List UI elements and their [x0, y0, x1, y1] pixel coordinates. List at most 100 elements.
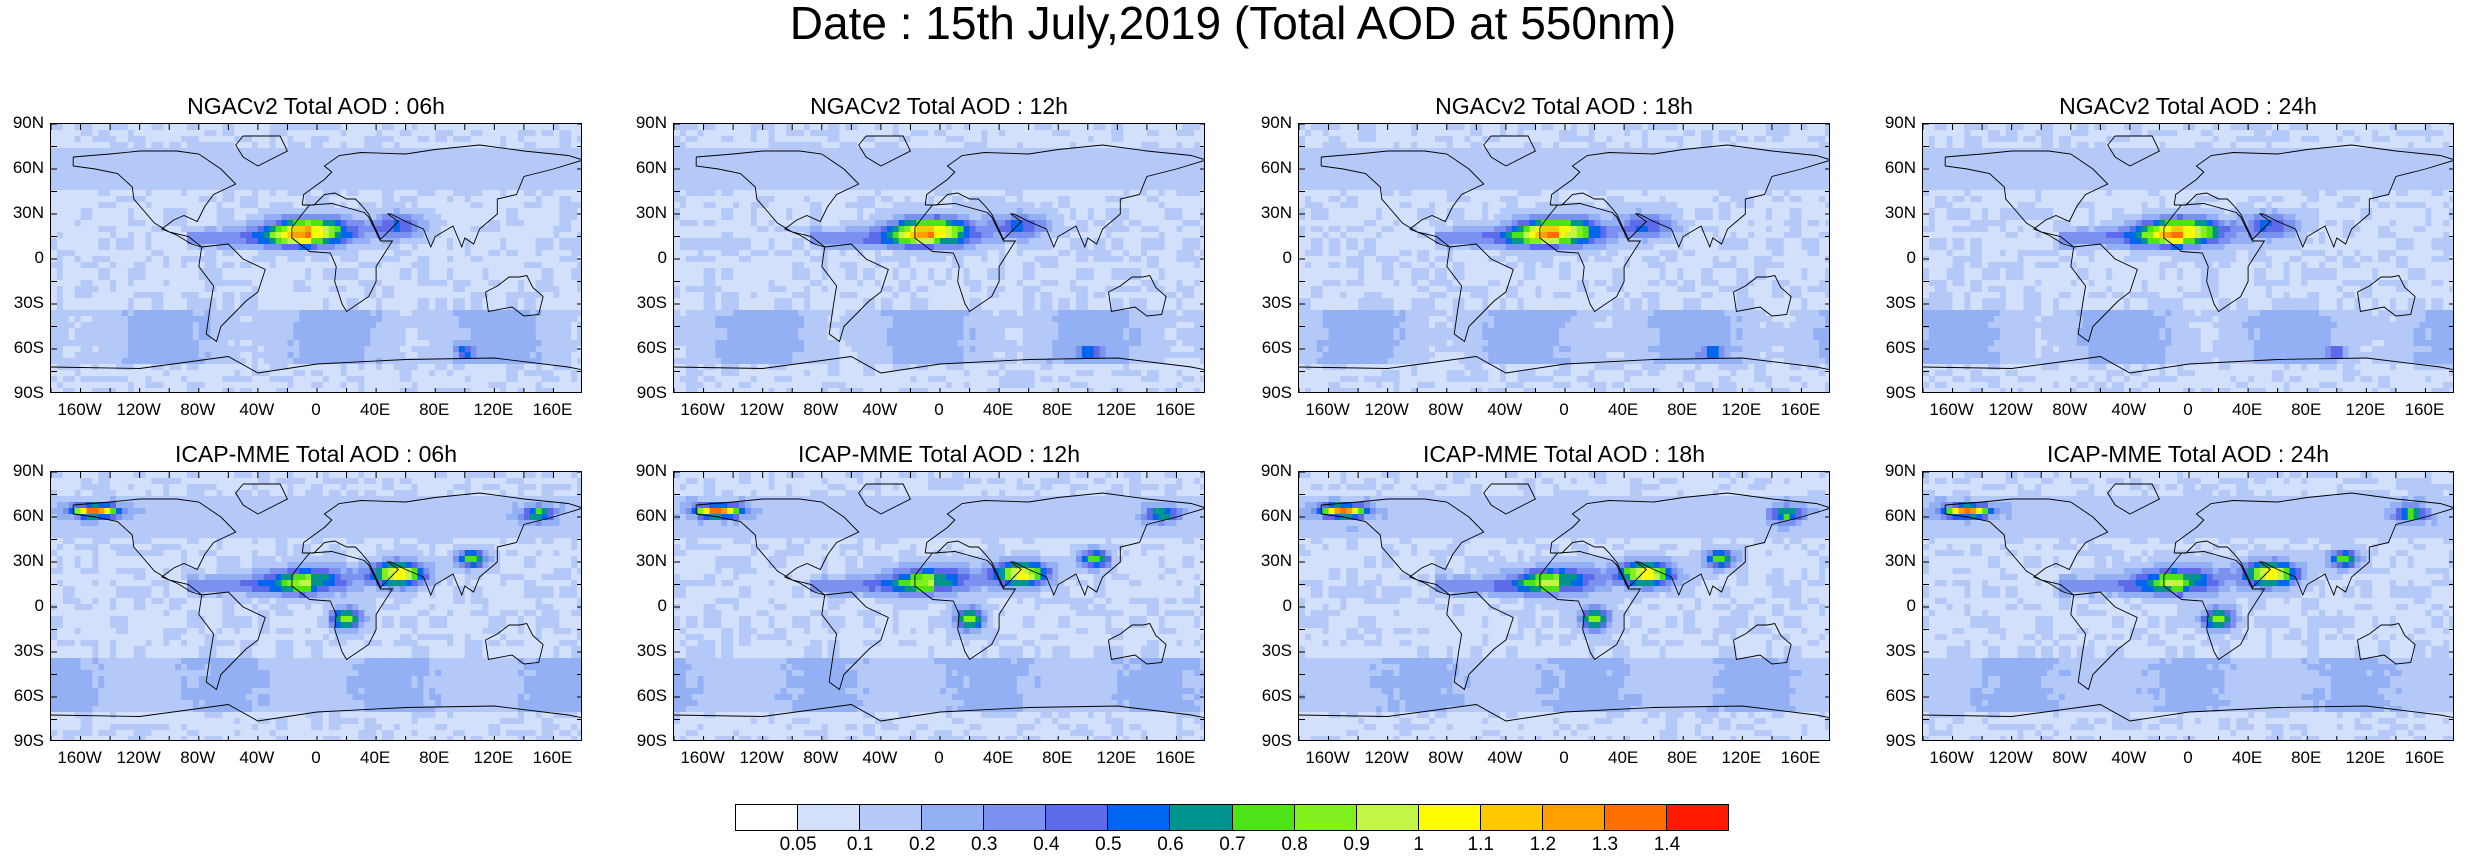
panel-title: ICAP-MME Total AOD : 12h	[673, 441, 1205, 467]
lat-tick-label: 60N	[633, 507, 667, 525]
lat-tick-label: 60S	[1882, 687, 1916, 705]
lon-tick-label: 80W	[2040, 749, 2100, 767]
colorbar-label: 0.8	[1265, 834, 1325, 856]
colorbar-swatch	[1107, 804, 1170, 831]
lon-tick-label: 80E	[2276, 749, 2336, 767]
lon-tick-label: 80E	[2276, 401, 2336, 419]
lat-tick-label: 60N	[1882, 507, 1916, 525]
lon-tick-label: 0	[286, 749, 346, 767]
lat-tick-label: 60S	[1258, 339, 1292, 357]
lon-tick-label: 40W	[227, 401, 287, 419]
colorbar-label: 0.3	[954, 834, 1014, 856]
lat-tick-label: 0	[10, 249, 44, 267]
lon-tick-label: 40E	[345, 749, 405, 767]
lat-tick-label: 30N	[633, 204, 667, 222]
lat-tick-label: 30S	[10, 642, 44, 660]
map-panel-icap-mme-18h	[1298, 471, 1830, 741]
lat-tick-label: 0	[1882, 597, 1916, 615]
lon-tick-label: 80W	[168, 749, 228, 767]
lat-tick-label: 0	[1882, 249, 1916, 267]
lon-tick-label: 80E	[1652, 401, 1712, 419]
colorbar-swatch	[921, 804, 984, 831]
lon-tick-label: 40W	[2099, 749, 2159, 767]
map-panel-icap-mme-06h	[50, 471, 582, 741]
colorbar-swatch	[797, 804, 860, 831]
panel-title: NGACv2 Total AOD : 06h	[50, 93, 582, 119]
lat-tick-label: 0	[1258, 597, 1292, 615]
aod-map-field	[1923, 124, 2454, 393]
colorbar-label: 1.3	[1575, 834, 1635, 856]
lon-tick-label: 40E	[2217, 749, 2277, 767]
lon-tick-label: 80W	[791, 401, 851, 419]
lon-tick-label: 120W	[109, 749, 169, 767]
lat-tick-label: 30S	[10, 294, 44, 312]
lon-tick-label: 120W	[1981, 749, 2041, 767]
lon-tick-label: 0	[2158, 749, 2218, 767]
lon-tick-label: 120E	[1711, 401, 1771, 419]
lon-tick-label: 40E	[2217, 401, 2277, 419]
lon-tick-label: 160W	[1298, 401, 1358, 419]
lon-tick-label: 160E	[1770, 749, 1830, 767]
panel-title: NGACv2 Total AOD : 24h	[1922, 93, 2454, 119]
lon-tick-label: 160E	[2394, 749, 2454, 767]
lon-tick-label: 160W	[50, 749, 110, 767]
lon-tick-label: 0	[286, 401, 346, 419]
colorbar-swatch	[1356, 804, 1419, 831]
lon-tick-label: 160W	[1922, 749, 1982, 767]
lat-tick-label: 30N	[10, 204, 44, 222]
aod-map-field	[1299, 124, 1830, 393]
lon-tick-label: 40E	[1593, 749, 1653, 767]
panel-title: ICAP-MME Total AOD : 18h	[1298, 441, 1830, 467]
lat-tick-label: 60N	[1258, 159, 1292, 177]
lon-tick-label: 160E	[522, 749, 582, 767]
lon-tick-label: 80W	[1416, 749, 1476, 767]
lat-tick-label: 90S	[10, 384, 44, 402]
map-panel-ngacv2-06h	[50, 123, 582, 393]
map-panel-ngacv2-24h	[1922, 123, 2454, 393]
lat-tick-label: 30N	[10, 552, 44, 570]
colorbar-label: 0.1	[830, 834, 890, 856]
lat-tick-label: 60N	[1258, 507, 1292, 525]
lat-tick-label: 30N	[1882, 204, 1916, 222]
panel-title: NGACv2 Total AOD : 12h	[673, 93, 1205, 119]
aod-map-field	[1923, 472, 2454, 741]
lat-tick-label: 0	[1258, 249, 1292, 267]
lon-tick-label: 40E	[968, 401, 1028, 419]
lat-tick-label: 60N	[633, 159, 667, 177]
map-panel-ngacv2-12h	[673, 123, 1205, 393]
lon-tick-label: 120E	[1086, 749, 1146, 767]
lat-tick-label: 30S	[633, 294, 667, 312]
lon-tick-label: 40E	[345, 401, 405, 419]
lat-tick-label: 90N	[1882, 114, 1916, 132]
lon-tick-label: 0	[1534, 401, 1594, 419]
lon-tick-label: 40W	[850, 749, 910, 767]
colorbar-swatch	[1045, 804, 1108, 831]
lat-tick-label: 30S	[1258, 294, 1292, 312]
lon-tick-label: 160W	[673, 401, 733, 419]
lat-tick-label: 90N	[633, 114, 667, 132]
lon-tick-label: 120E	[463, 749, 523, 767]
lon-tick-label: 40W	[1475, 401, 1535, 419]
colorbar-label: 0.5	[1078, 834, 1138, 856]
colorbar-label: 1.1	[1451, 834, 1511, 856]
lon-tick-label: 160E	[1770, 401, 1830, 419]
aod-colorbar	[736, 804, 1729, 831]
lat-tick-label: 60S	[633, 339, 667, 357]
map-panel-icap-mme-24h	[1922, 471, 2454, 741]
lon-tick-label: 160W	[1922, 401, 1982, 419]
colorbar-label: 0.9	[1327, 834, 1387, 856]
lon-tick-label: 120W	[1981, 401, 2041, 419]
lon-tick-label: 160E	[2394, 401, 2454, 419]
lon-tick-label: 40W	[1475, 749, 1535, 767]
colorbar-label: 0.7	[1203, 834, 1263, 856]
lat-tick-label: 90N	[633, 462, 667, 480]
lon-tick-label: 80E	[1027, 749, 1087, 767]
lon-tick-label: 0	[1534, 749, 1594, 767]
lat-tick-label: 90S	[633, 732, 667, 750]
aod-map-field	[674, 472, 1205, 741]
colorbar-label: 0.4	[1016, 834, 1076, 856]
colorbar-swatch	[1232, 804, 1295, 831]
aod-map-field	[674, 124, 1205, 393]
colorbar-swatch	[1542, 804, 1605, 831]
lon-tick-label: 120E	[1086, 401, 1146, 419]
